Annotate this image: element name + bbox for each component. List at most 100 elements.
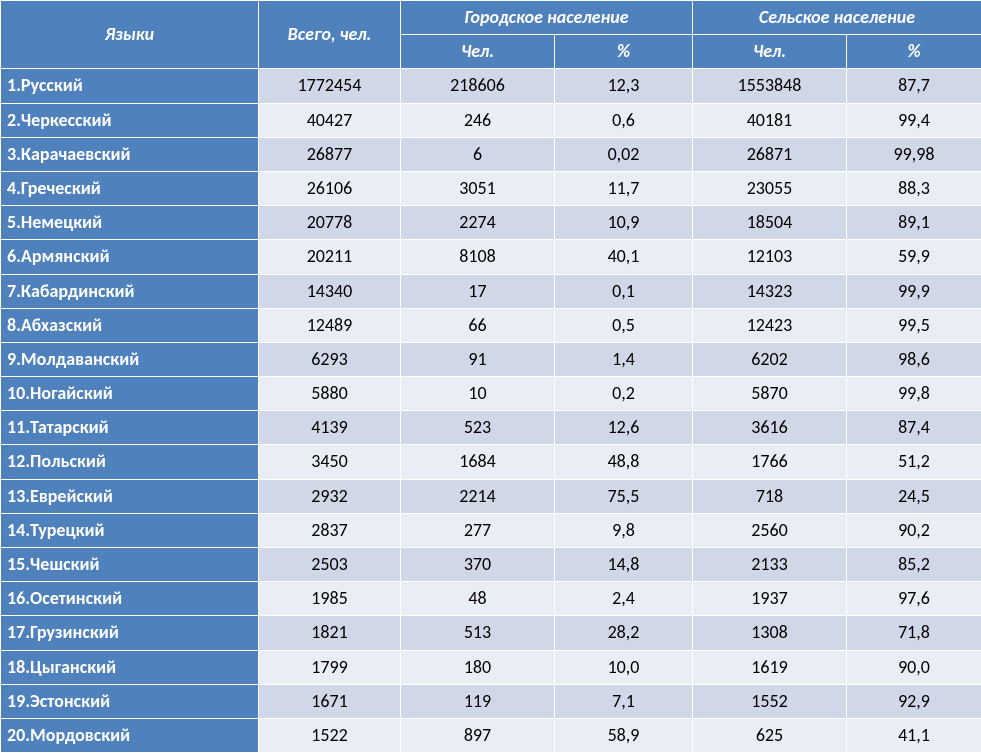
- cell-urban-percent: 7,1: [555, 684, 693, 718]
- cell-urban-count: 246: [401, 103, 555, 137]
- cell-rural-percent: 88,3: [847, 171, 981, 205]
- table-row: 18.Цыганский179918010,0161990,0: [1, 650, 981, 684]
- cell-urban-percent: 14,8: [555, 548, 693, 582]
- cell-rural-count: 1553848: [693, 69, 847, 103]
- cell-language: 8.Абхазский: [1, 308, 259, 342]
- cell-urban-percent: 40,1: [555, 240, 693, 274]
- cell-language: 4.Греческий: [1, 171, 259, 205]
- cell-urban-count: 180: [401, 650, 555, 684]
- cell-urban-count: 1684: [401, 445, 555, 479]
- cell-language: 12.Польский: [1, 445, 259, 479]
- header-total: Всего, чел.: [259, 1, 401, 69]
- cell-language: 13.Еврейский: [1, 479, 259, 513]
- cell-language: 10.Ногайский: [1, 377, 259, 411]
- header-urban: Городское население: [401, 1, 693, 35]
- cell-urban-percent: 2,4: [555, 582, 693, 616]
- cell-rural-percent: 99,5: [847, 308, 981, 342]
- cell-rural-percent: 98,6: [847, 342, 981, 376]
- languages-table-container: Языки Всего, чел. Городское население Се…: [0, 0, 981, 753]
- cell-total: 4139: [259, 411, 401, 445]
- header-urban-count: Чел.: [401, 35, 555, 69]
- cell-urban-percent: 28,2: [555, 616, 693, 650]
- cell-rural-count: 718: [693, 479, 847, 513]
- cell-urban-percent: 12,3: [555, 69, 693, 103]
- cell-total: 2837: [259, 513, 401, 547]
- cell-language: 15.Чешский: [1, 548, 259, 582]
- cell-urban-percent: 0,1: [555, 274, 693, 308]
- cell-rural-count: 18504: [693, 206, 847, 240]
- table-row: 12.Польский3450168448,8176651,2: [1, 445, 981, 479]
- cell-language: 17.Грузинский: [1, 616, 259, 650]
- cell-rural-percent: 85,2: [847, 548, 981, 582]
- cell-total: 40427: [259, 103, 401, 137]
- table-row: 6.Армянский20211810840,11210359,9: [1, 240, 981, 274]
- cell-rural-percent: 24,5: [847, 479, 981, 513]
- cell-rural-percent: 99,4: [847, 103, 981, 137]
- cell-rural-count: 1552: [693, 684, 847, 718]
- cell-rural-percent: 99,98: [847, 137, 981, 171]
- cell-urban-count: 48: [401, 582, 555, 616]
- header-rural: Сельское население: [693, 1, 981, 35]
- table-header: Языки Всего, чел. Городское население Се…: [1, 1, 981, 69]
- cell-urban-count: 6: [401, 137, 555, 171]
- table-row: 15.Чешский250337014,8213385,2: [1, 548, 981, 582]
- cell-total: 5880: [259, 377, 401, 411]
- cell-language: 1.Русский: [1, 69, 259, 103]
- table-row: 13.Еврейский2932221475,571824,5: [1, 479, 981, 513]
- header-languages: Языки: [1, 1, 259, 69]
- cell-urban-percent: 0,5: [555, 308, 693, 342]
- cell-total: 1821: [259, 616, 401, 650]
- cell-rural-count: 1766: [693, 445, 847, 479]
- cell-rural-percent: 59,9: [847, 240, 981, 274]
- cell-total: 12489: [259, 308, 401, 342]
- cell-language: 11.Татарский: [1, 411, 259, 445]
- header-rural-percent: %: [847, 35, 981, 69]
- header-rural-count: Чел.: [693, 35, 847, 69]
- cell-urban-percent: 1,4: [555, 342, 693, 376]
- cell-urban-percent: 0,6: [555, 103, 693, 137]
- cell-urban-count: 10: [401, 377, 555, 411]
- cell-rural-percent: 90,2: [847, 513, 981, 547]
- cell-urban-count: 370: [401, 548, 555, 582]
- table-row: 19.Эстонский16711197,1155292,9: [1, 684, 981, 718]
- cell-rural-count: 14323: [693, 274, 847, 308]
- cell-rural-count: 1937: [693, 582, 847, 616]
- cell-urban-count: 17: [401, 274, 555, 308]
- cell-language: 19.Эстонский: [1, 684, 259, 718]
- cell-urban-percent: 10,9: [555, 206, 693, 240]
- cell-rural-count: 3616: [693, 411, 847, 445]
- cell-language: 2.Черкесский: [1, 103, 259, 137]
- cell-rural-count: 26871: [693, 137, 847, 171]
- cell-rural-count: 6202: [693, 342, 847, 376]
- table-row: 14.Турецкий28372779,8256090,2: [1, 513, 981, 547]
- cell-rural-count: 12423: [693, 308, 847, 342]
- cell-total: 1522: [259, 718, 401, 752]
- cell-rural-percent: 99,8: [847, 377, 981, 411]
- cell-rural-percent: 87,4: [847, 411, 981, 445]
- cell-rural-percent: 90,0: [847, 650, 981, 684]
- cell-language: 6.Армянский: [1, 240, 259, 274]
- cell-total: 1799: [259, 650, 401, 684]
- header-urban-percent: %: [555, 35, 693, 69]
- cell-urban-count: 513: [401, 616, 555, 650]
- cell-urban-count: 2214: [401, 479, 555, 513]
- cell-urban-percent: 11,7: [555, 171, 693, 205]
- cell-language: 9.Молдаванский: [1, 342, 259, 376]
- cell-rural-percent: 71,8: [847, 616, 981, 650]
- cell-language: 3.Карачаевский: [1, 137, 259, 171]
- languages-table: Языки Всего, чел. Городское население Се…: [0, 0, 981, 753]
- cell-rural-count: 1619: [693, 650, 847, 684]
- cell-urban-count: 523: [401, 411, 555, 445]
- cell-rural-count: 5870: [693, 377, 847, 411]
- cell-urban-count: 119: [401, 684, 555, 718]
- cell-rural-percent: 97,6: [847, 582, 981, 616]
- cell-rural-count: 2133: [693, 548, 847, 582]
- cell-urban-count: 2274: [401, 206, 555, 240]
- table-row: 5.Немецкий20778227410,91850489,1: [1, 206, 981, 240]
- cell-urban-count: 218606: [401, 69, 555, 103]
- cell-rural-count: 1308: [693, 616, 847, 650]
- cell-language: 18.Цыганский: [1, 650, 259, 684]
- cell-total: 26106: [259, 171, 401, 205]
- cell-rural-percent: 89,1: [847, 206, 981, 240]
- cell-language: 20.Мордовский: [1, 718, 259, 752]
